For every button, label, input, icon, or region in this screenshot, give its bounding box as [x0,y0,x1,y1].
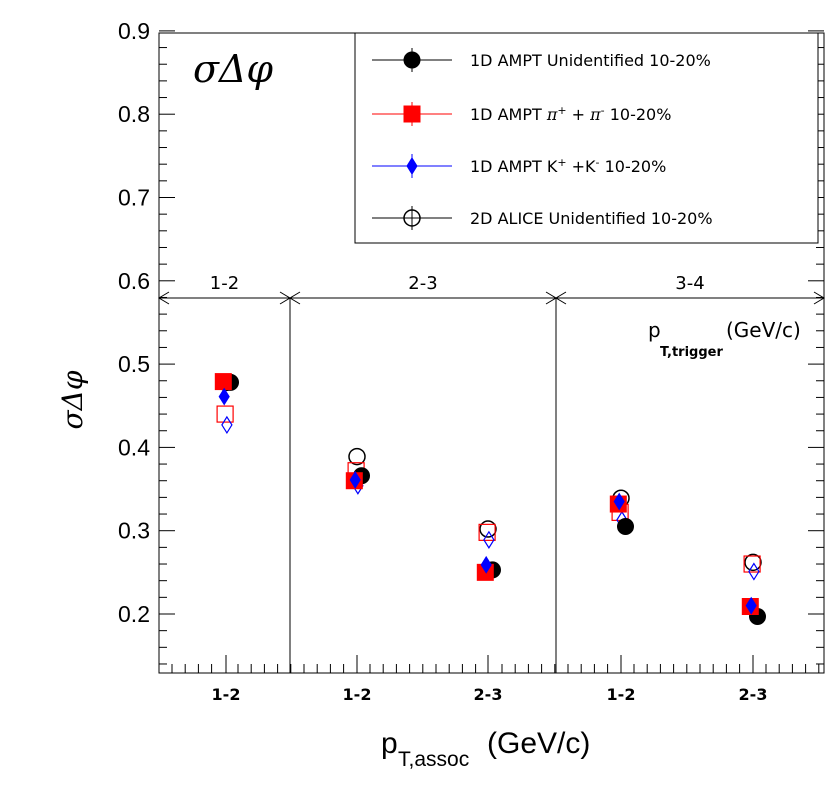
data-point [483,530,495,549]
data-point [478,523,496,541]
bin-arrow-head [158,291,170,305]
y-tick-label: 0.4 [118,434,150,460]
data-point [348,447,366,466]
y-tick-label: 0.9 [118,18,150,44]
trigger-bin-label: 3-4 [675,273,704,294]
y-tick-label: 0.3 [118,518,150,544]
chart-title: σΔφ [193,47,273,91]
y-axis-label: σΔφ [56,370,89,429]
legend-label: 2D ALICE Unidentified 10-20% [470,209,713,228]
legend-box [354,32,819,244]
bin-arrow-head [813,291,825,305]
svg-text:p: p [381,727,398,760]
x-tick-label: 2-3 [474,685,503,704]
y-tick-label: 0.5 [118,351,150,377]
svg-text:(GeV/c): (GeV/c) [487,727,590,760]
svg-text:(GeV/c): (GeV/c) [726,318,801,342]
legend: 1D AMPT Unidentified 10-20% 1D AMPT π+ + … [354,32,819,244]
data-points [214,373,766,625]
svg-text:T,trigger: T,trigger [660,345,723,360]
x-axis-label: p T,assoc (GeV/c) [381,727,590,771]
data-point [216,405,234,423]
svg-text:T,assoc: T,assoc [398,748,469,771]
y-tick-label: 0.8 [118,101,150,127]
data-point [480,555,492,574]
data-point [743,555,761,573]
trigger-bin-label: 2-3 [408,273,437,294]
y-tick-label: 0.7 [118,185,150,211]
axis-ticks: 0.2 0.3 0.4 0.5 0.6 0.7 0.8 0.9 1-2 1-2 2-3 1-2 2-3 [118,18,824,704]
data-point [744,553,762,572]
data-point [748,562,760,581]
x-tick-label: 2-3 [739,685,768,704]
trigger-bin-label: 1-2 [210,273,239,294]
data-point [617,518,634,536]
legend-label: 1D AMPT K+ +K- 10-20% [470,156,666,177]
data-point [218,387,230,406]
legend-marker [403,51,421,69]
data-point [479,520,497,538]
legend-marker [406,157,418,175]
y-tick-label: 0.2 [118,601,150,627]
data-point [214,373,232,391]
trigger-bins: 1-2 2-3 3-4 [158,273,825,673]
x-tick-label: 1-2 [343,685,372,704]
legend-marker [403,105,421,123]
legend-label: 1D AMPT Unidentified 10-20% [470,51,711,70]
data-point [745,596,757,615]
data-point [221,415,233,435]
trigger-label: p T,trigger (GeV/c) [648,318,801,360]
y-tick-label: 0.6 [118,268,150,294]
data-point [349,470,361,489]
bin-arrow-head [555,291,567,305]
legend-label: 1D AMPT π+ + π- 10-20% [470,104,671,125]
bin-arrow-head [289,291,301,305]
x-tick-label: 1-2 [212,685,241,704]
svg-text:p: p [648,318,661,342]
legend-marker [403,209,421,227]
x-tick-label: 1-2 [607,685,636,704]
data-point [613,492,625,511]
